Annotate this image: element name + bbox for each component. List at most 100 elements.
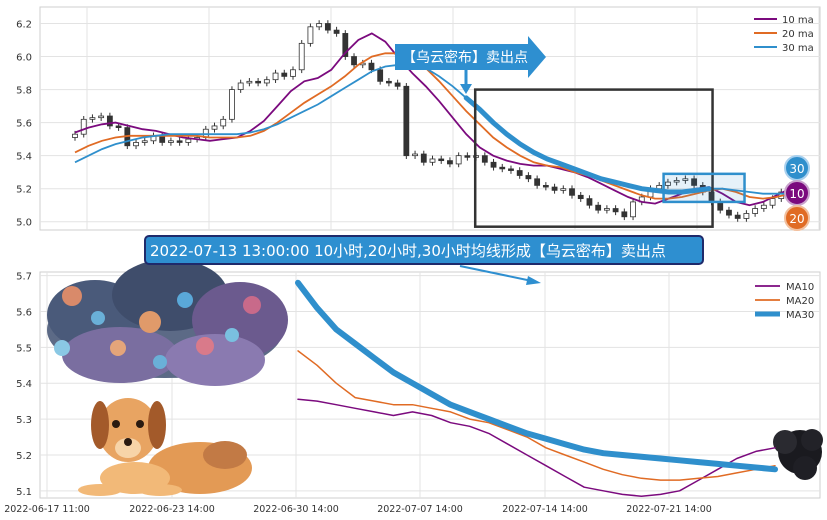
callout-shape	[395, 36, 546, 78]
top-ma-lines	[74, 32, 791, 207]
signal-banner: 2022-07-13 13:00:00 10小时,20小时,30小时均线形成【乌…	[144, 235, 704, 285]
bottom-legend-label: MA30	[786, 310, 814, 321]
candle-body	[612, 208, 619, 213]
candle-body	[455, 155, 462, 165]
candle-body	[377, 69, 384, 82]
candle-body	[630, 201, 636, 218]
x-tick-label: 2022-07-07 14:00	[377, 504, 463, 515]
callout: 【乌云密布】卖出点	[395, 36, 546, 94]
banner-text: 2022-07-13 13:00:00 10小时,20小时,30小时均线形成【乌…	[150, 242, 666, 260]
bottom-line-MA30	[295, 279, 778, 473]
candle-body	[281, 72, 288, 77]
bottom-y-tick-label: 5.3	[16, 415, 32, 426]
candle-body	[80, 118, 87, 135]
top-y-tick-label: 5.2	[16, 185, 32, 196]
top-y-tick-label: 5.0	[16, 218, 32, 229]
candle-body	[211, 125, 218, 130]
bottom-y-tick-label: 5.4	[16, 379, 32, 390]
x-tick-label: 2022-06-30 14:00	[253, 504, 339, 515]
top-legend-label: 10 ma	[782, 15, 814, 26]
candle-body	[316, 23, 323, 28]
candle-body	[159, 135, 166, 143]
banner-box	[144, 235, 704, 265]
candle-body	[333, 29, 340, 34]
x-tick-label: 2022-06-23 14:00	[129, 504, 215, 515]
top-line-20-ma	[74, 52, 791, 200]
candle-body	[263, 79, 270, 84]
candle-body	[351, 56, 357, 66]
candle-body	[412, 153, 418, 157]
banner-pointer-line	[459, 265, 533, 282]
bottom-line-MA10	[297, 398, 776, 497]
candle-body	[272, 72, 279, 81]
candle-body	[438, 158, 445, 162]
candle-body	[168, 140, 174, 143]
candle-body	[176, 140, 183, 143]
candle-body	[403, 85, 410, 157]
candle-body	[89, 117, 96, 120]
candle-body	[429, 158, 436, 163]
top-y-tick-label: 5.8	[16, 86, 32, 97]
badge-ma20	[784, 205, 810, 231]
dark-cloud-illustration	[47, 259, 288, 386]
candle-body	[682, 178, 689, 181]
bottom-y-tick-label: 5.5	[16, 343, 32, 354]
dog-illustration	[78, 398, 252, 496]
candle-body	[229, 89, 235, 120]
candle-body	[577, 194, 584, 200]
candle-body	[490, 161, 497, 168]
top-legend-label: 20 ma	[782, 29, 814, 40]
candle-body	[743, 213, 750, 219]
candlestick-panel: 5.0 5.2 5.4 5.6 5.8 6.0 6.2 10 ma 20 ma 30 ma	[16, 6, 821, 231]
candle-body	[386, 80, 392, 84]
candle-body	[185, 138, 192, 143]
candle-body	[525, 175, 532, 180]
bottom-legend-label: MA20	[786, 296, 814, 307]
ma-panel: 5.15.25.35.45.55.65.7 2022-06-17 11:00 20…	[4, 259, 823, 515]
badge-ma10-label: 10	[789, 187, 804, 201]
candle-body	[290, 69, 296, 77]
candle-body	[220, 118, 227, 127]
candle-body	[569, 188, 575, 196]
top-y-tick-label: 6.0	[16, 53, 32, 64]
annotation-box	[473, 88, 714, 228]
candle-body	[420, 153, 427, 163]
candle-body	[760, 204, 767, 209]
top-y-tick-label: 5.4	[16, 152, 32, 163]
x-tick-label: 2022-07-21 14:00	[626, 504, 712, 515]
candle-body	[508, 168, 514, 171]
candle-body	[307, 26, 314, 44]
top-legend: 10 ma 20 ma 30 ma	[754, 15, 814, 54]
candle-body	[726, 209, 732, 216]
candle-body	[752, 208, 759, 214]
candle-body	[586, 198, 593, 206]
candle-body	[603, 208, 610, 211]
badge-ma20-label: 20	[789, 212, 804, 226]
callout-pointer-head	[460, 84, 472, 94]
candle-body	[595, 204, 602, 211]
candle-body	[246, 80, 253, 84]
candle-body	[551, 186, 558, 191]
x-tick-label: 2022-06-17 11:00	[4, 504, 90, 515]
candle-body	[141, 140, 148, 143]
candle-body	[106, 115, 113, 127]
candle-body	[98, 115, 105, 119]
candle-body	[255, 80, 262, 84]
top-ma30-highlight	[463, 95, 712, 195]
bottom-y-tick-label: 5.2	[16, 451, 32, 462]
candle-body	[298, 42, 305, 71]
candle-body	[394, 82, 401, 87]
candles	[72, 20, 793, 222]
candle-body	[499, 166, 506, 170]
bottom-y-tick-label: 5.6	[16, 307, 32, 318]
candle-body	[534, 178, 541, 186]
candle-body	[665, 181, 671, 186]
candle-body	[368, 62, 375, 71]
candle-body	[342, 33, 349, 57]
candle-body	[72, 133, 78, 138]
top-y-tick-labels: 5.0 5.2 5.4 5.6 5.8 6.0 6.2	[16, 20, 32, 229]
x-tick-labels: 2022-06-17 11:00 2022-06-23 14:00 2022-06-…	[4, 504, 712, 515]
candle-body	[324, 23, 331, 31]
candle-body	[734, 214, 741, 219]
